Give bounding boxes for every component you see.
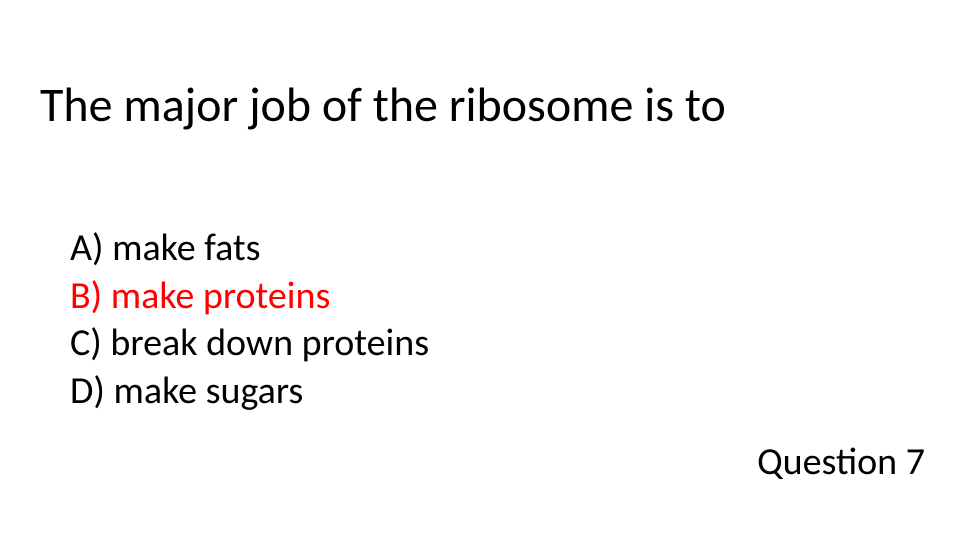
option-d-letter: D bbox=[70, 368, 93, 414]
option-a: A) make fats bbox=[70, 225, 429, 273]
option-a-letter: A bbox=[70, 225, 92, 271]
option-c: C) break down proteins bbox=[70, 320, 429, 368]
question-number: Question 7 bbox=[757, 439, 925, 485]
option-a-text: make fats bbox=[112, 225, 260, 271]
option-a-paren: ) bbox=[92, 225, 112, 271]
question-title: The major job of the ribosome is to bbox=[40, 75, 726, 134]
option-b-text: make proteins bbox=[111, 273, 331, 319]
option-d: D) make sugars bbox=[70, 368, 429, 416]
option-d-text: make sugars bbox=[114, 368, 304, 414]
option-c-text: break down proteins bbox=[110, 320, 429, 366]
option-b-paren: ) bbox=[91, 273, 111, 319]
option-c-letter: C bbox=[70, 320, 90, 366]
option-b: B) make proteins bbox=[70, 273, 429, 321]
options-list: A) make fats B) make proteins C) break d… bbox=[70, 225, 429, 415]
option-b-letter: B bbox=[70, 273, 91, 319]
option-d-paren: ) bbox=[93, 368, 113, 414]
option-c-paren: ) bbox=[90, 320, 110, 366]
